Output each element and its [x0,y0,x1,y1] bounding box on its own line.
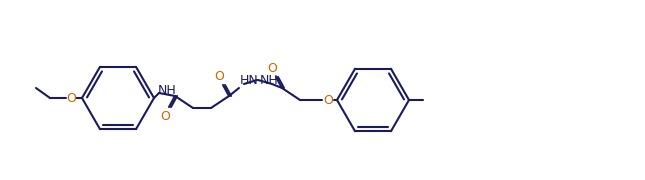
Text: O: O [214,69,224,82]
Text: NH: NH [260,73,279,87]
Text: O: O [66,91,76,105]
Text: HN: HN [240,73,259,87]
Text: NH: NH [157,84,176,96]
Text: O: O [267,62,277,75]
Text: O: O [323,93,333,107]
Text: O: O [160,109,170,123]
